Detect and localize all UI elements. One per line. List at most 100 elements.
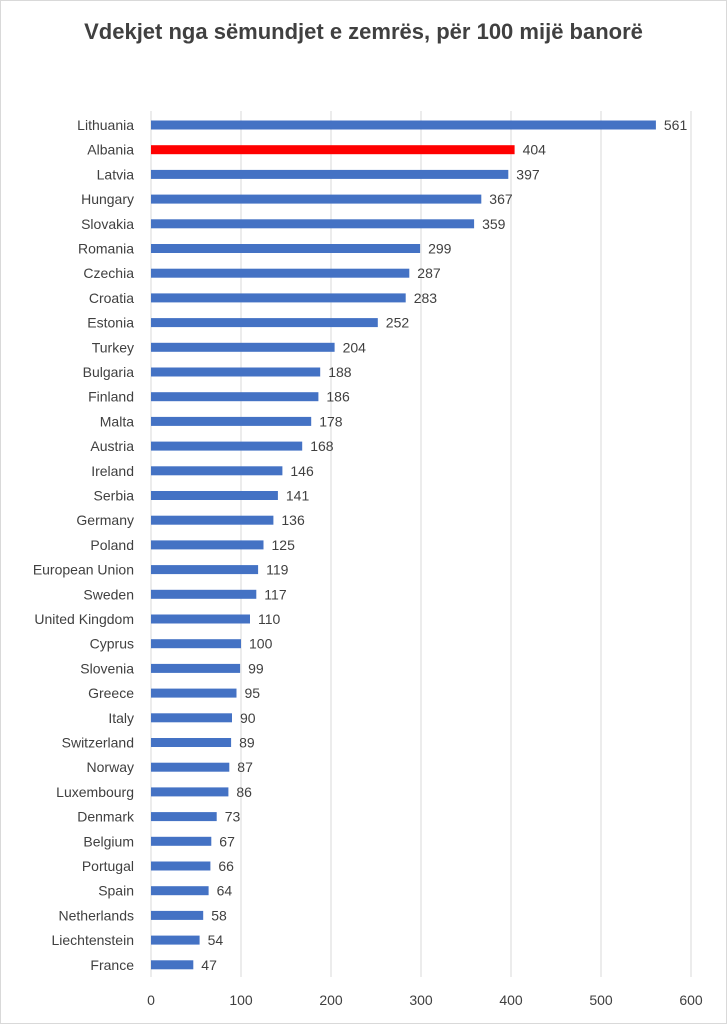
data-label: 119 [266, 562, 289, 578]
x-tick-label: 600 [679, 992, 703, 1008]
category-label: Estonia [87, 315, 134, 331]
data-label: 367 [489, 191, 513, 207]
bar [151, 268, 410, 278]
bar [151, 293, 406, 303]
data-label: 64 [217, 883, 233, 899]
data-label: 58 [211, 907, 227, 923]
bar [151, 416, 312, 426]
bar [151, 688, 237, 698]
data-label: 66 [218, 858, 234, 874]
category-label: Slovenia [80, 660, 134, 676]
category-label: Belgium [83, 833, 134, 849]
bar [151, 540, 264, 550]
data-label: 561 [664, 117, 688, 133]
bar [151, 466, 283, 476]
category-label: Latvia [97, 166, 135, 182]
category-label: Cyprus [90, 636, 134, 652]
data-label: 404 [523, 142, 547, 158]
data-label: 47 [201, 957, 217, 973]
bar [151, 886, 209, 896]
bar [151, 219, 475, 229]
bar [151, 713, 232, 723]
category-label: Netherlands [59, 907, 135, 923]
category-label: Germany [76, 512, 134, 528]
data-label: 110 [258, 611, 281, 627]
bar [151, 787, 229, 797]
x-tick-label: 500 [589, 992, 613, 1008]
category-label: Croatia [89, 290, 134, 306]
category-label: Poland [90, 537, 134, 553]
category-label: Denmark [77, 809, 135, 825]
data-label: 89 [239, 735, 255, 751]
data-label: 136 [281, 512, 305, 528]
bar [151, 861, 211, 871]
category-label: Serbia [94, 488, 135, 504]
data-label: 299 [428, 241, 452, 257]
bar [151, 614, 250, 624]
bar [151, 318, 378, 328]
bar [151, 244, 421, 253]
category-label: Malta [100, 413, 134, 429]
data-label: 125 [272, 537, 296, 553]
bar [151, 762, 230, 772]
category-label: European Union [33, 562, 134, 578]
x-tick-label: 400 [499, 992, 523, 1008]
bar [151, 441, 303, 451]
bar [151, 738, 232, 747]
bar [151, 145, 515, 155]
chart-title: Vdekjet nga sëmundjet e zemrës, për 100 … [84, 19, 643, 44]
category-label: Finland [88, 389, 134, 405]
data-label: 359 [482, 216, 506, 232]
category-label: Albania [87, 142, 134, 158]
bar [151, 515, 274, 525]
data-label: 90 [240, 710, 256, 726]
bar [151, 639, 241, 649]
category-label: Czechia [83, 265, 134, 281]
bar [151, 910, 204, 920]
category-label: Greece [88, 685, 134, 701]
data-label: 287 [417, 265, 441, 281]
x-tick-label: 200 [319, 992, 343, 1008]
category-label: Norway [87, 759, 134, 775]
bar [151, 120, 656, 130]
data-label: 141 [286, 488, 310, 504]
data-label: 178 [319, 413, 343, 429]
category-label: Sweden [83, 586, 134, 602]
data-label: 117 [264, 586, 287, 602]
bar [151, 367, 321, 377]
category-label: Ireland [91, 463, 134, 479]
bar [151, 342, 335, 352]
data-label: 186 [326, 389, 350, 405]
data-label: 86 [236, 784, 252, 800]
data-label: 87 [237, 759, 253, 775]
bar [151, 663, 241, 673]
bar [151, 491, 278, 500]
bar [151, 836, 212, 846]
category-label: Austria [90, 438, 134, 454]
bar [151, 169, 509, 179]
bar [151, 565, 259, 575]
bar [151, 194, 482, 204]
category-label: United Kingdom [34, 611, 134, 627]
category-label: Lithuania [77, 117, 134, 133]
category-label: Portugal [82, 858, 134, 874]
data-label: 188 [328, 364, 352, 380]
bar [151, 812, 217, 822]
category-label: Turkey [92, 339, 134, 355]
x-tick-label: 0 [147, 992, 155, 1008]
data-label: 283 [414, 290, 438, 306]
data-label: 99 [248, 660, 264, 676]
data-label: 397 [516, 166, 540, 182]
bar [151, 589, 257, 599]
category-label: Spain [98, 883, 134, 899]
x-tick-label: 300 [409, 992, 433, 1008]
category-label: France [90, 957, 134, 973]
category-label: Romania [78, 241, 134, 257]
category-label: Switzerland [62, 735, 134, 751]
bar [151, 935, 200, 945]
category-label: Bulgaria [83, 364, 135, 380]
x-tick-label: 100 [229, 992, 253, 1008]
data-label: 100 [249, 636, 273, 652]
